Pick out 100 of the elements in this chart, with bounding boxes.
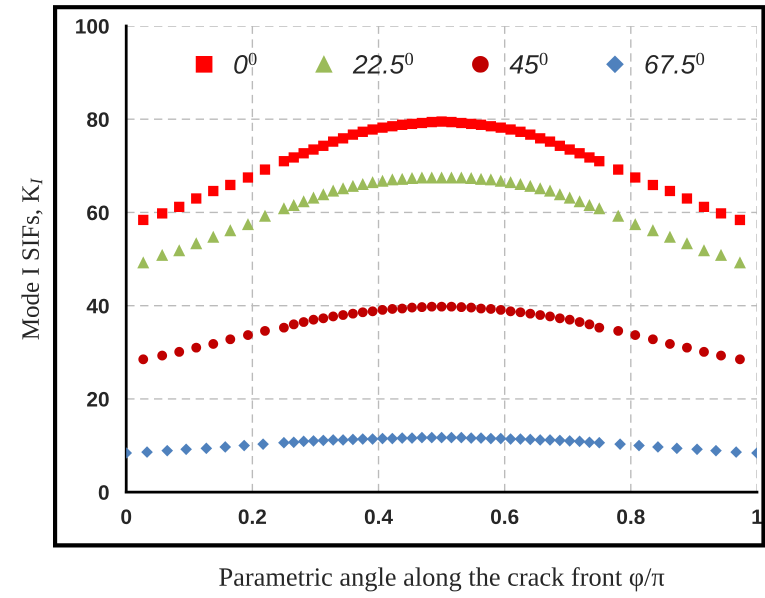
point xyxy=(446,432,458,444)
point xyxy=(475,432,487,444)
point xyxy=(629,218,642,230)
point xyxy=(358,126,368,137)
point xyxy=(516,307,526,318)
point xyxy=(612,210,624,222)
point xyxy=(648,334,658,344)
legend-label: 67.5$^{0}$ xyxy=(645,52,704,74)
point xyxy=(307,192,320,204)
x-tick-label: 0.6 xyxy=(491,509,518,524)
point xyxy=(544,136,556,147)
point xyxy=(278,202,290,214)
point xyxy=(258,210,272,222)
point xyxy=(594,156,604,166)
point xyxy=(554,188,566,200)
point xyxy=(710,444,722,456)
y-tick-label: 100 xyxy=(76,19,109,34)
point xyxy=(505,124,516,135)
point xyxy=(288,319,299,330)
y-tick-label: 60 xyxy=(87,205,109,220)
point xyxy=(734,256,746,268)
point xyxy=(574,436,586,448)
point xyxy=(456,302,466,312)
point xyxy=(318,434,330,446)
point xyxy=(436,432,448,444)
point xyxy=(327,434,339,446)
point xyxy=(386,173,398,186)
point xyxy=(544,434,556,446)
point xyxy=(260,326,270,336)
point xyxy=(699,346,709,357)
point xyxy=(476,120,486,130)
y-tick-label: 20 xyxy=(87,392,109,407)
x-tick-label: 0.8 xyxy=(617,509,645,524)
point xyxy=(664,230,676,243)
point xyxy=(358,307,368,318)
point xyxy=(387,304,398,314)
x-tick-label: 0 xyxy=(121,509,132,524)
point xyxy=(387,121,398,132)
point xyxy=(224,224,236,236)
point xyxy=(716,350,726,360)
point xyxy=(242,172,254,183)
point xyxy=(485,432,497,444)
point xyxy=(436,171,448,184)
point xyxy=(614,438,626,450)
point xyxy=(242,218,254,230)
point xyxy=(378,304,388,315)
legend-label: 45$^{0}$ xyxy=(510,52,548,74)
point xyxy=(208,186,218,196)
point xyxy=(652,441,664,453)
point xyxy=(514,178,526,190)
point xyxy=(554,434,566,446)
point xyxy=(137,256,150,268)
point xyxy=(504,176,517,188)
point xyxy=(298,317,309,327)
point xyxy=(376,432,388,444)
point xyxy=(348,129,358,140)
point xyxy=(257,438,269,450)
point xyxy=(715,248,728,261)
point xyxy=(456,118,466,128)
point xyxy=(630,330,640,340)
point xyxy=(680,237,693,250)
point xyxy=(524,180,536,192)
point xyxy=(317,188,330,200)
point xyxy=(308,144,319,155)
point xyxy=(200,442,212,454)
point xyxy=(308,435,320,447)
point xyxy=(161,444,174,456)
point xyxy=(243,330,253,340)
point xyxy=(356,178,369,190)
point xyxy=(318,313,328,324)
point xyxy=(465,172,478,184)
point xyxy=(574,317,585,327)
point xyxy=(734,214,746,226)
point xyxy=(141,446,153,458)
point xyxy=(671,442,683,454)
point xyxy=(426,116,437,128)
point xyxy=(346,180,359,192)
point xyxy=(318,140,328,151)
point xyxy=(426,302,437,312)
point xyxy=(396,172,408,185)
legend-label: 0$^{0}$ xyxy=(234,52,257,74)
point xyxy=(396,432,408,444)
point xyxy=(613,164,624,175)
point xyxy=(594,322,604,333)
point xyxy=(174,202,184,212)
x-tick-label: 0.4 xyxy=(364,509,393,524)
point xyxy=(173,244,186,256)
x-axis-title: Parametric angle along the crack front φ/π xyxy=(219,567,664,592)
point xyxy=(583,198,596,212)
point xyxy=(496,304,506,315)
point xyxy=(337,182,350,194)
point xyxy=(376,174,389,187)
point xyxy=(535,310,546,320)
point xyxy=(208,339,218,349)
point xyxy=(397,304,408,314)
point xyxy=(338,310,348,320)
point xyxy=(298,195,310,208)
point xyxy=(554,140,566,151)
point xyxy=(347,434,359,446)
point xyxy=(545,312,555,322)
